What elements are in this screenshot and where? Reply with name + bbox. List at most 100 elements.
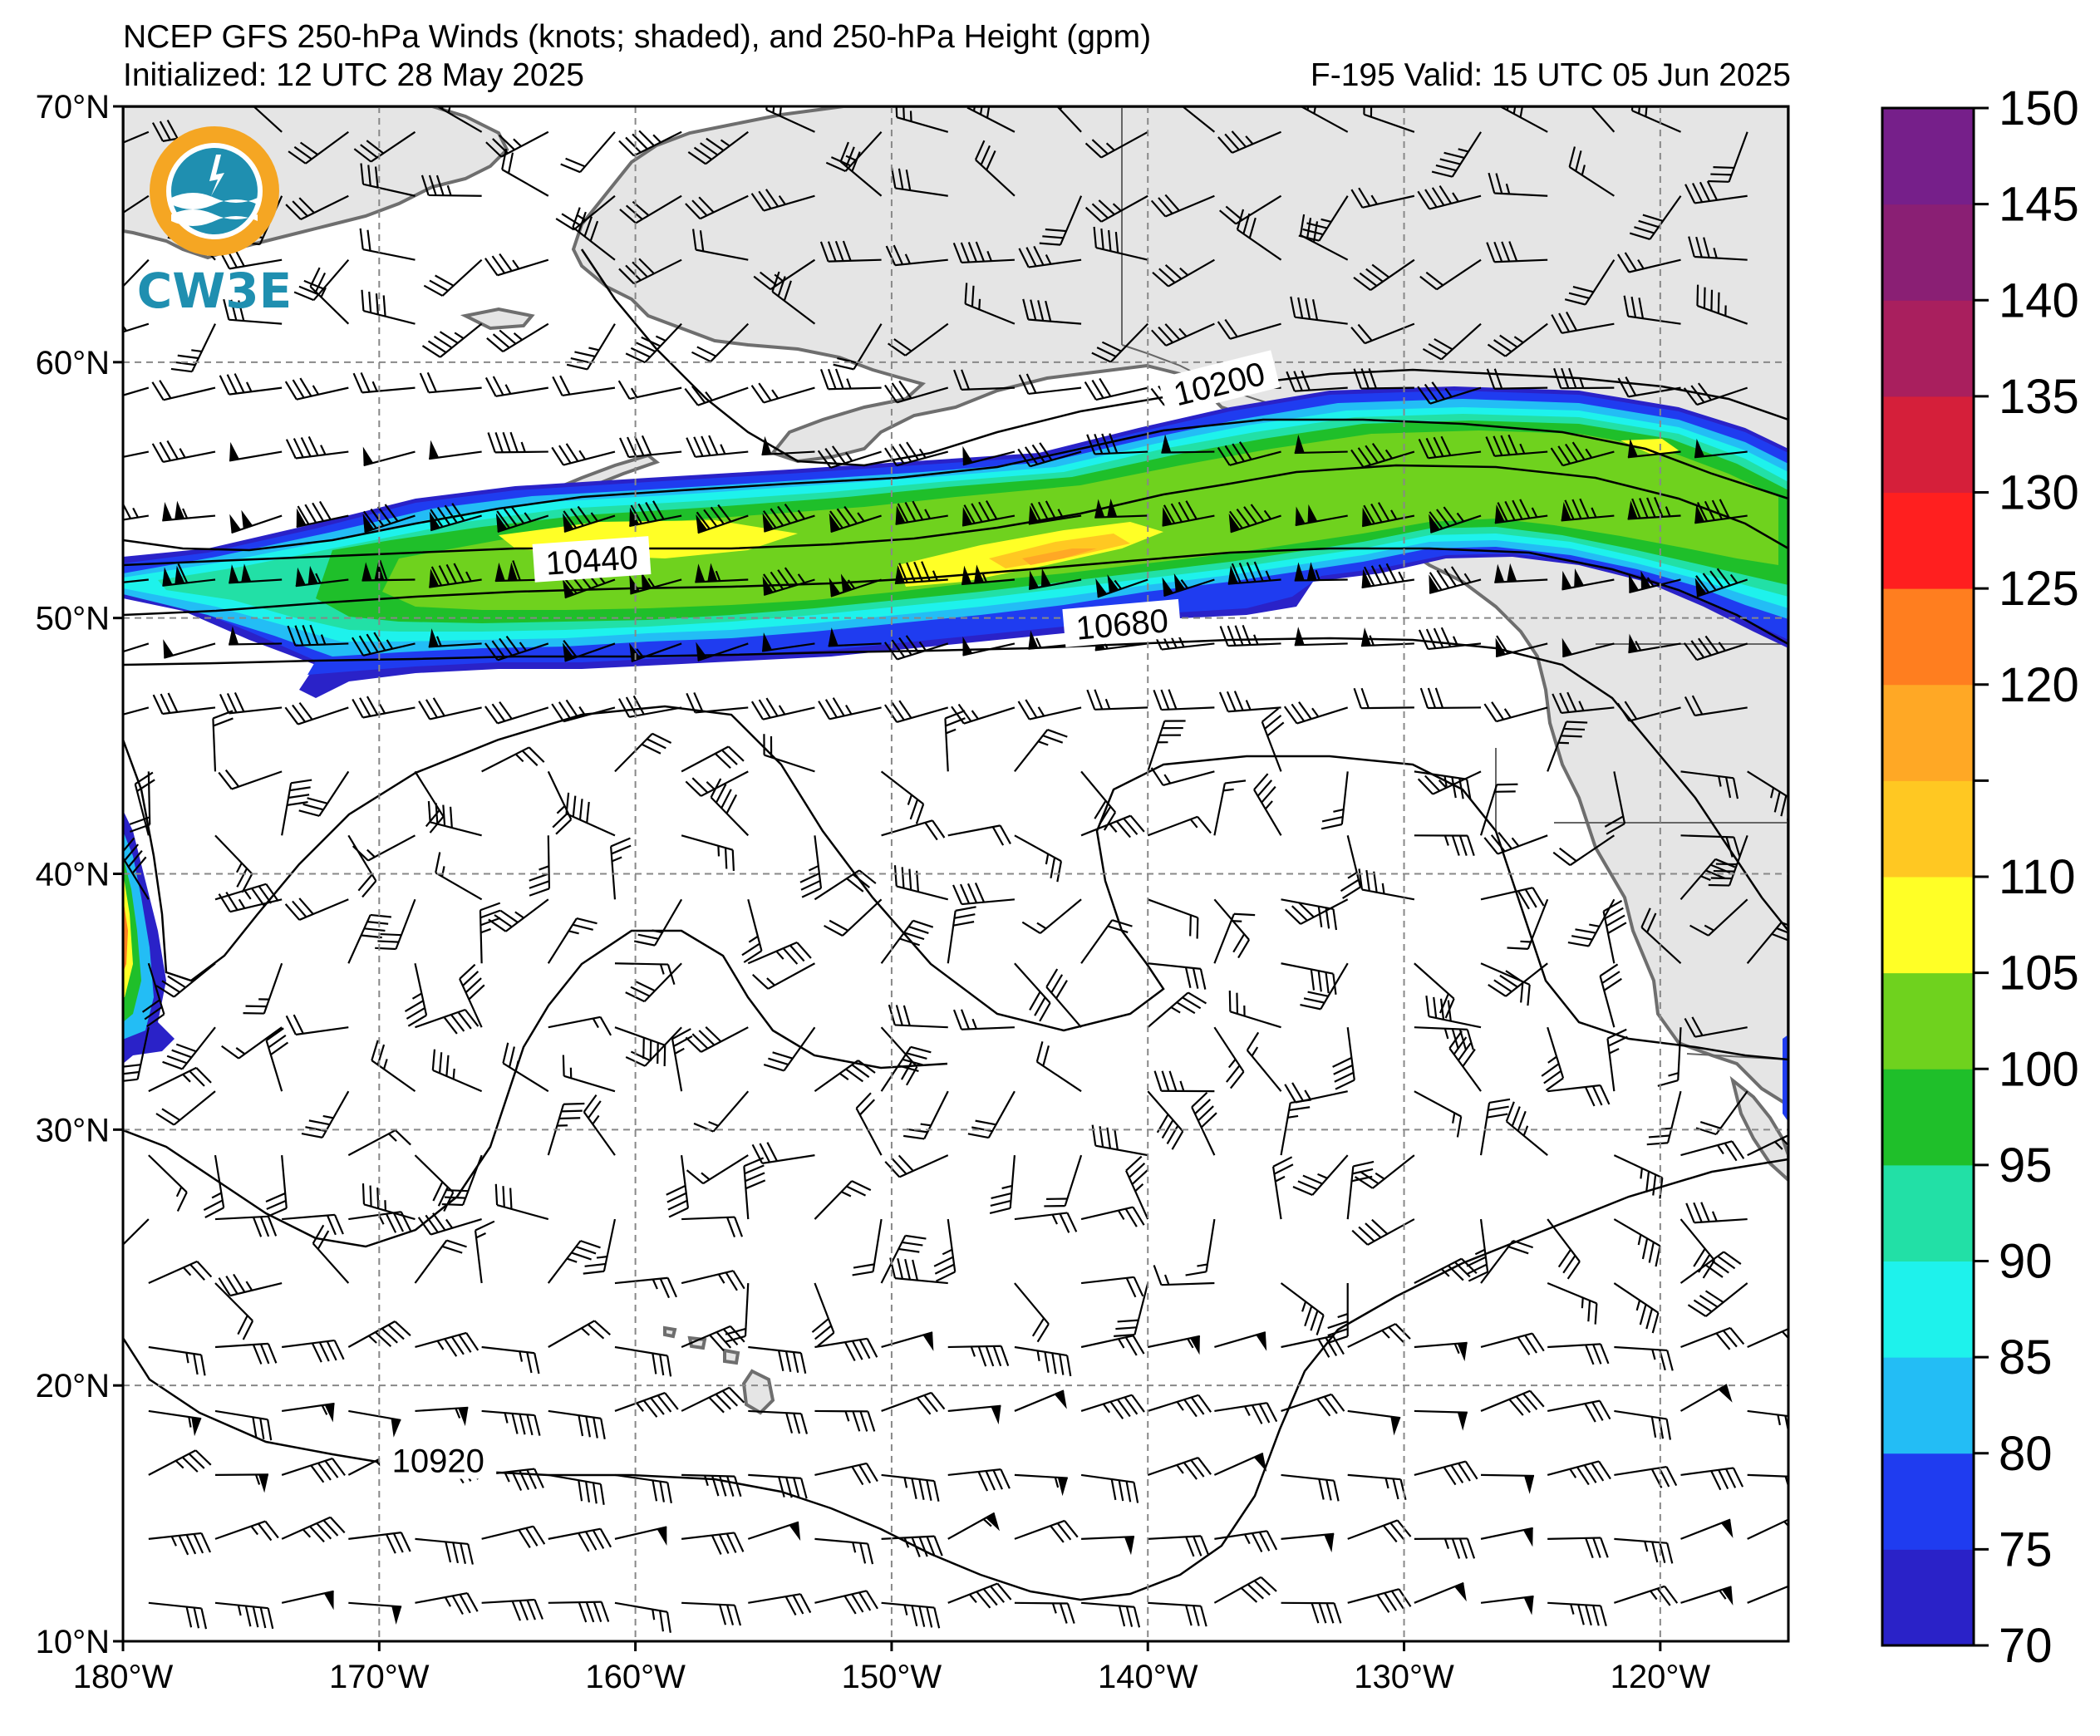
figure-title: NCEP GFS 250-hPa Winds (knots; shaded), … — [123, 19, 1152, 55]
wind-barb — [889, 1257, 948, 1285]
wind-barb — [947, 1404, 1001, 1425]
wind-barb — [686, 435, 749, 458]
init-time: Initialized: 12 UTC 28 May 2025 — [123, 57, 584, 93]
wind-barb — [123, 499, 150, 525]
wind-barb — [1414, 1581, 1467, 1604]
wind-barb — [685, 194, 749, 220]
wind-barb — [219, 691, 283, 715]
wind-barb — [548, 1409, 606, 1439]
colorbar-swatch — [1882, 1453, 1974, 1550]
wind-barb — [1080, 1206, 1145, 1227]
wind-barb — [1350, 442, 1415, 469]
wind-barb — [1628, 570, 1681, 594]
wind-barb — [881, 1391, 946, 1415]
wind-barb — [312, 1224, 350, 1284]
wind-barb — [352, 834, 416, 862]
wind-barb — [855, 1092, 883, 1156]
wind-barb — [415, 1537, 474, 1565]
wind-barb — [1219, 624, 1281, 647]
wind-barb — [415, 1592, 479, 1616]
wind-barb — [281, 1516, 346, 1543]
wind-barb — [748, 1409, 809, 1434]
wind-barb — [1285, 898, 1349, 925]
wind-barb — [609, 837, 632, 900]
wind-barb — [1552, 691, 1615, 715]
wind-barb — [481, 1525, 546, 1548]
wind-barb — [748, 1593, 812, 1616]
wind-barb — [1680, 1586, 1734, 1606]
colorbar: 70 75 80 85 90 95 100 105 110 120 125 130 135 140 145 1… — [1881, 81, 2079, 1673]
wind-barb — [1480, 1595, 1534, 1616]
wind-barb — [481, 1598, 543, 1621]
wind-barb — [1340, 835, 1362, 899]
wind-barb — [1629, 195, 1682, 240]
isotach-100 — [382, 430, 1778, 610]
wind-barb — [753, 258, 816, 291]
wind-barb — [1547, 1460, 1611, 1486]
wind-barb — [562, 1055, 616, 1093]
wind-barb — [1680, 1467, 1744, 1491]
wind-barb — [1351, 1218, 1415, 1246]
wind-barb — [947, 906, 976, 964]
wind-barb — [1347, 1409, 1401, 1436]
wind-barb — [829, 505, 882, 534]
colorbar-tick-label: 135 — [1999, 370, 2079, 424]
wind-barb — [814, 1409, 876, 1432]
wind-barb — [1281, 1335, 1345, 1358]
wind-barb — [952, 241, 1015, 264]
wind-barb — [687, 130, 749, 165]
colorbar-tick-label: 140 — [1999, 273, 2079, 327]
wind-barb — [415, 1331, 480, 1357]
wind-barb — [1236, 209, 1282, 261]
wind-barb — [547, 1240, 601, 1284]
wind-barb — [1014, 1473, 1068, 1497]
wind-barb — [223, 298, 283, 325]
contour-label-text: 10920 — [392, 1443, 484, 1480]
wind-barb — [152, 692, 216, 716]
colorbar-swatch — [1882, 492, 1974, 589]
wind-barb — [752, 962, 815, 990]
wind-barb — [681, 1386, 745, 1414]
colorbar-tick-label: 125 — [1999, 562, 2079, 616]
wind-barb — [418, 697, 482, 720]
wind-barb — [839, 141, 883, 197]
wind-barb — [1488, 962, 1548, 997]
lon-tick-label: 150°W — [842, 1659, 942, 1695]
wind-barb — [361, 289, 416, 325]
wind-barb — [799, 835, 823, 898]
wind-barb — [285, 435, 349, 460]
wind-barb — [964, 283, 1016, 325]
wind-barb — [1614, 1409, 1672, 1440]
wind-barb — [362, 504, 416, 534]
wind-barb — [285, 1014, 349, 1036]
wind-barb — [565, 792, 616, 837]
wind-barb — [214, 1520, 279, 1542]
wind-barb — [285, 194, 349, 221]
wind-barb — [1081, 1535, 1135, 1556]
wind-barb — [817, 445, 882, 469]
wind-barb — [681, 1270, 745, 1291]
wind-barb — [484, 253, 549, 277]
height-contour-10800 — [123, 705, 1788, 1061]
wind-barb — [1148, 1535, 1210, 1557]
lon-tick-label: 130°W — [1354, 1659, 1454, 1695]
wind-barb — [1125, 1155, 1149, 1220]
wind-barb — [1617, 376, 1681, 398]
wind-barb — [1480, 1332, 1545, 1355]
wind-barb — [1271, 1156, 1294, 1220]
wind-barb — [1014, 1519, 1079, 1543]
wind-barb — [1327, 1283, 1349, 1345]
wind-barb — [684, 385, 749, 406]
wind-barb — [771, 271, 816, 325]
wind-barb — [1114, 1282, 1149, 1337]
wind-barb — [427, 801, 482, 837]
wind-barb — [1604, 771, 1626, 835]
wind-barb — [671, 1028, 693, 1092]
wind-barb — [1418, 435, 1482, 460]
wind-barb — [1708, 131, 1748, 183]
wind-barb — [1680, 1251, 1742, 1284]
wind-barb — [1414, 1090, 1463, 1138]
wind-barb — [296, 500, 349, 529]
wind-barb — [814, 1060, 876, 1093]
